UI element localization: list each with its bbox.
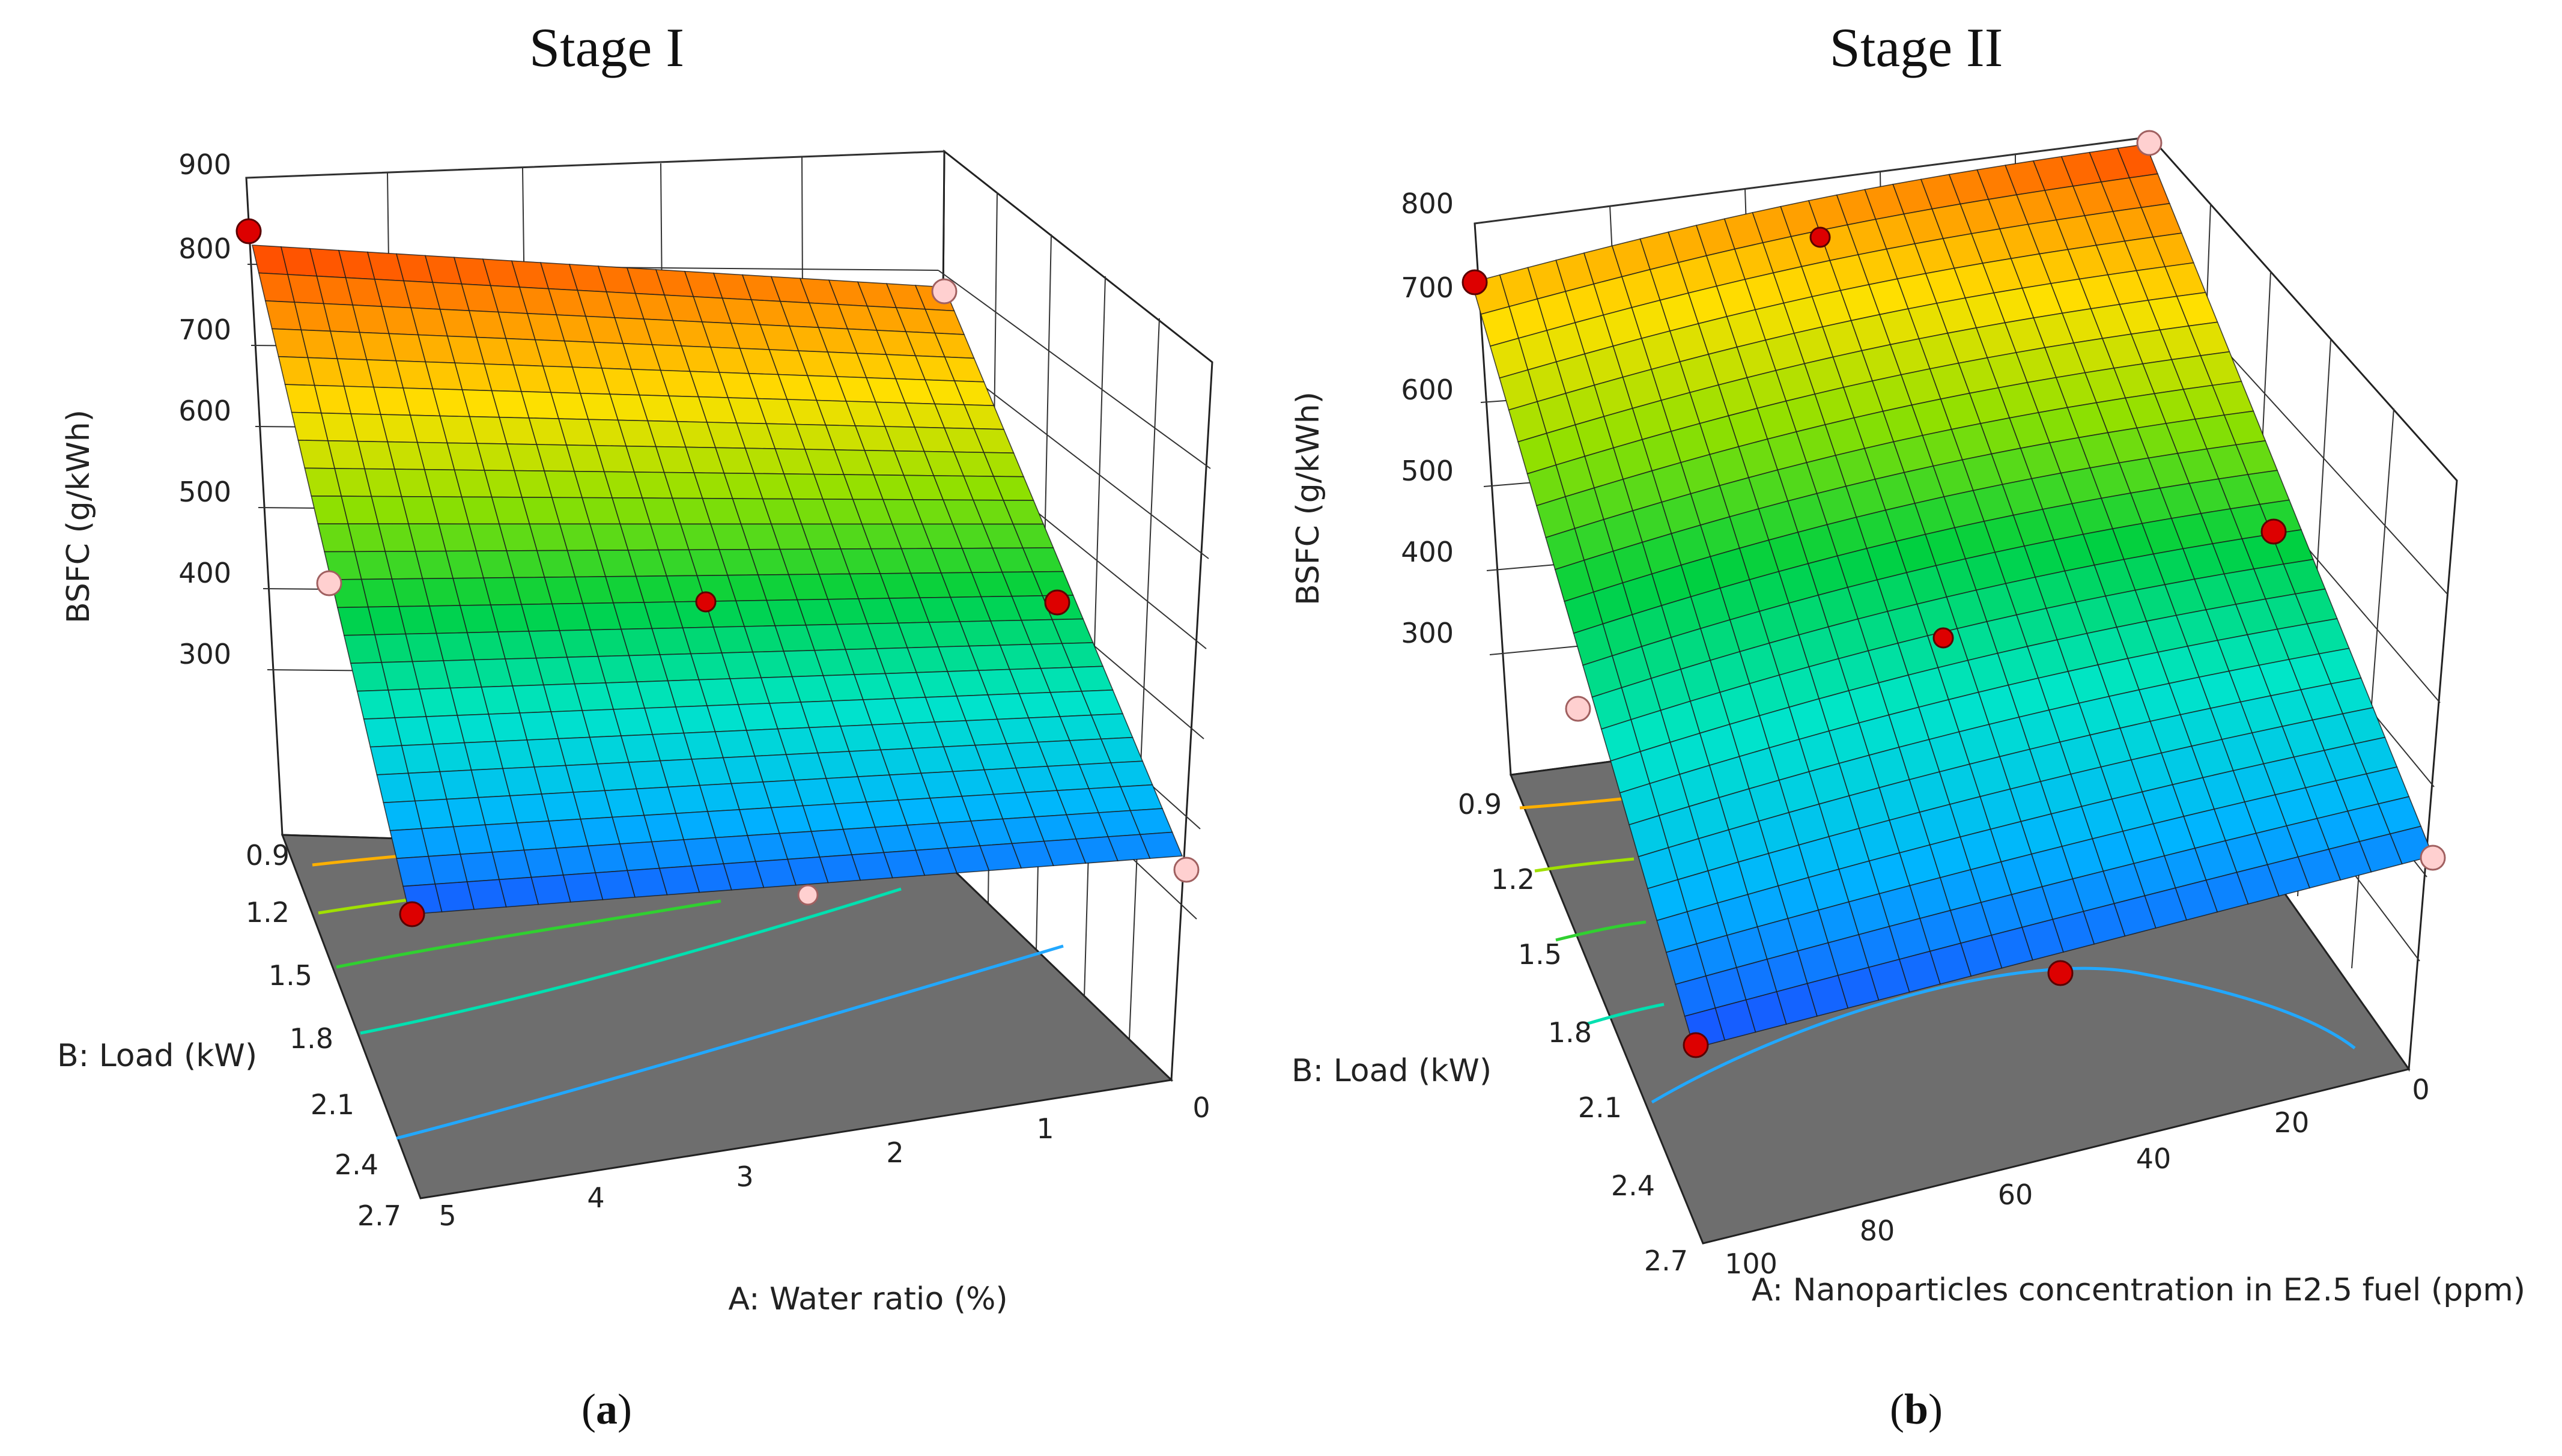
panel-a-y-tick-2.1: 2.1 <box>311 1088 354 1121</box>
panel-b-y-axis-label: B: Load (kW) <box>1292 1053 1492 1089</box>
panel-b-z-axis-ticks: 300 400 500 600 700 800 <box>1401 187 1454 649</box>
panel-b-x-tick-100: 100 <box>1725 1248 1777 1280</box>
panel-b-caption: (b) <box>1890 1385 1943 1433</box>
panel-a-x-tick-5: 5 <box>439 1200 456 1232</box>
design-point <box>1462 269 1488 296</box>
panel-b-z-tick-300: 300 <box>1401 617 1454 649</box>
panel-b-design-points <box>1462 130 2446 1058</box>
panel-b-x-axis-label: A: Nanoparticles concentration in E2.5 f… <box>1752 1272 2525 1308</box>
panel-b-x-tick-60: 60 <box>1998 1178 2033 1211</box>
panel-a-x-tick-1: 1 <box>1036 1112 1054 1145</box>
panel-b-z-tick-700: 700 <box>1401 271 1454 304</box>
panel-a-caption: (a) <box>581 1385 632 1433</box>
design-point <box>2136 130 2163 156</box>
panel-b-stage-ii: Stage II 300 400 500 600 700 800 BSFC (g… <box>1290 17 2525 1433</box>
panel-a-design-points <box>235 218 1200 927</box>
panel-a-z-axis-label: BSFC (g/kWh) <box>61 410 97 623</box>
design-point <box>2047 960 2074 986</box>
panel-a-x-tick-3: 3 <box>736 1160 753 1193</box>
design-point <box>399 901 425 927</box>
panel-b-z-tick-800: 800 <box>1401 187 1454 220</box>
panel-a-x-axis-ticks: 5 4 3 2 1 0 <box>439 1091 1210 1232</box>
floor-contour-line <box>1534 857 1635 873</box>
panel-b-y-tick-1.5: 1.5 <box>1518 938 1562 971</box>
design-point <box>1683 1032 1709 1058</box>
panel-b-y-tick-1.8: 1.8 <box>1548 1016 1592 1049</box>
panel-b-x-axis-ticks: 100 80 60 40 20 0 <box>1725 1073 2430 1280</box>
design-point <box>1044 589 1070 616</box>
panel-b-y-tick-2.7: 2.7 <box>1644 1245 1688 1277</box>
design-point <box>797 884 819 906</box>
floor-contour-line <box>1585 1003 1665 1026</box>
floor-contour-line <box>360 887 902 1035</box>
design-point <box>2420 845 2446 871</box>
panel-a-z-tick-400: 400 <box>178 557 231 589</box>
panel-b-x-tick-80: 80 <box>1860 1215 1895 1247</box>
panel-b-title: Stage II <box>1830 17 2003 78</box>
panel-b-z-axis-label: BSFC (g/kWh) <box>1290 392 1326 605</box>
panel-a-x-tick-0: 0 <box>1192 1091 1210 1124</box>
panel-a-z-tick-500: 500 <box>178 476 231 508</box>
design-point <box>1565 696 1591 722</box>
floor-contour-line <box>336 899 721 969</box>
floor-contour-line <box>396 944 1064 1140</box>
panel-b-x-tick-0: 0 <box>2412 1073 2429 1106</box>
panel-b-y-tick-0.9: 0.9 <box>1458 788 1502 821</box>
panel-b-z-tick-500: 500 <box>1401 455 1454 487</box>
design-point <box>1932 627 1954 649</box>
panel-a-y-tick-0.9: 0.9 <box>246 839 290 872</box>
panel-a-z-tick-900: 900 <box>178 148 231 181</box>
panel-b-y-tick-2.1: 2.1 <box>1578 1091 1622 1124</box>
design-point <box>235 218 262 244</box>
design-point <box>695 591 717 613</box>
wall-gridline <box>938 270 1211 469</box>
panel-b-y-tick-2.4: 2.4 <box>1611 1169 1655 1202</box>
panel-a-z-tick-300: 300 <box>178 638 231 670</box>
panel-a-title: Stage I <box>529 17 684 78</box>
panel-a-z-tick-700: 700 <box>178 314 231 346</box>
design-point <box>931 278 958 305</box>
floor-contour-line <box>1519 797 1622 810</box>
design-point <box>1173 857 1200 883</box>
panel-a-x-tick-4: 4 <box>587 1181 604 1214</box>
panel-b-x-tick-40: 40 <box>2136 1142 2172 1175</box>
floor-contour-line <box>1555 920 1647 942</box>
floor-contour-line <box>1651 966 2356 1104</box>
wall-gridline <box>246 151 945 178</box>
panel-a-y-tick-2.7: 2.7 <box>357 1200 401 1232</box>
panel-a-y-tick-1.5: 1.5 <box>269 959 312 992</box>
design-point <box>2260 518 2287 545</box>
panel-a-z-axis-ticks: 300 400 500 600 700 800 900 <box>178 148 231 670</box>
panel-b-y-axis-ticks: 0.9 1.2 1.5 1.8 2.1 2.4 2.7 <box>1458 788 1688 1277</box>
panel-a-z-tick-800: 800 <box>178 232 231 265</box>
wall-gridline <box>1084 276 1106 998</box>
panel-b-z-tick-600: 600 <box>1401 374 1454 406</box>
surface-cell <box>1139 831 1183 859</box>
panel-b-response-surface <box>1471 144 2434 1049</box>
panel-a-y-tick-1.8: 1.8 <box>290 1022 333 1055</box>
panel-a-y-tick-1.2: 1.2 <box>246 896 290 929</box>
panel-b-z-tick-400: 400 <box>1401 536 1454 568</box>
design-point <box>1809 226 1831 248</box>
panel-a-response-surface <box>251 244 1183 915</box>
panel-b-x-tick-20: 20 <box>2274 1106 2310 1139</box>
panel-b-floor-contours <box>1519 797 2356 1104</box>
panel-a-x-tick-2: 2 <box>886 1136 903 1169</box>
panel-a-y-axis-ticks: 0.9 1.2 1.5 1.8 2.1 2.4 2.7 <box>246 839 401 1232</box>
panel-a-y-axis-label: B: Load (kW) <box>57 1038 257 1074</box>
wall-gridline <box>1474 136 2151 224</box>
panel-a-y-tick-2.4: 2.4 <box>335 1148 378 1181</box>
panel-a-stage-i: Stage I 300 400 500 600 700 800 900 BSFC… <box>57 17 1213 1433</box>
design-point <box>316 570 342 596</box>
panel-b-y-tick-1.2: 1.2 <box>1491 863 1535 896</box>
panel-a-x-axis-label: A: Water ratio (%) <box>728 1281 1007 1317</box>
wall-gridline <box>1129 318 1160 1040</box>
panel-a-z-tick-600: 600 <box>178 395 231 427</box>
